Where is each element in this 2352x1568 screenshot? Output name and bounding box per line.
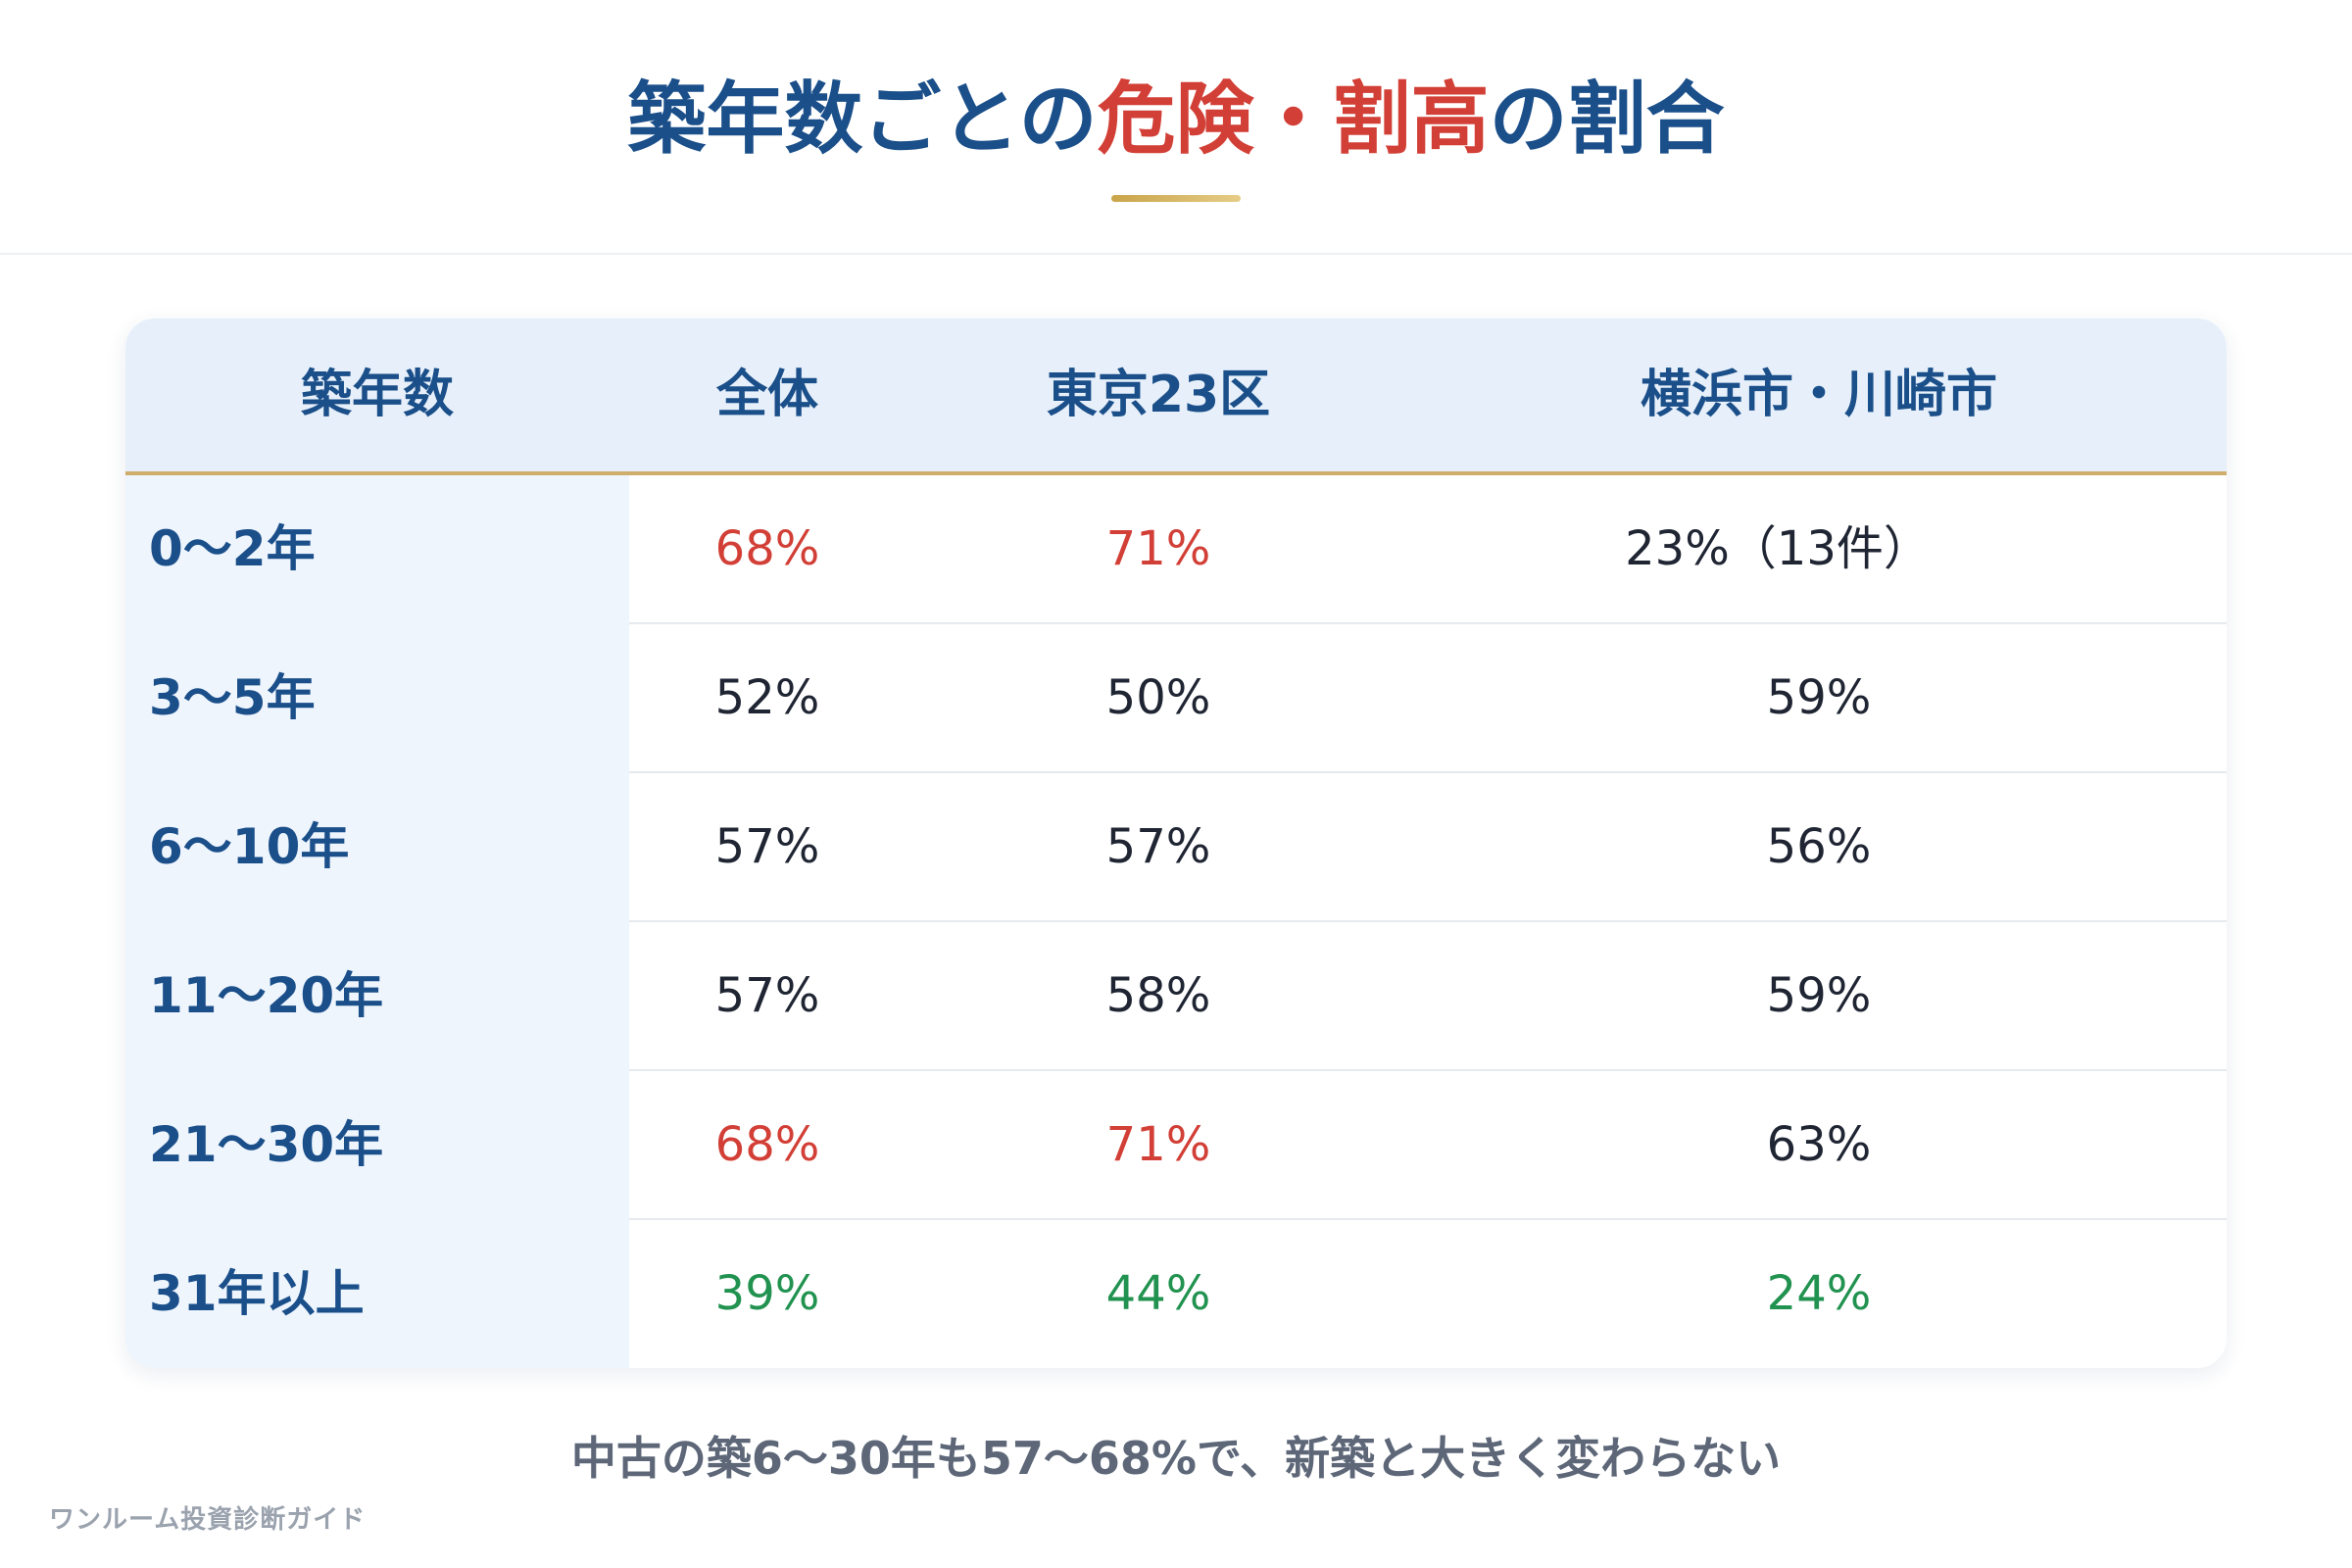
- table-cell: 58%: [1105, 968, 1211, 1023]
- title-underline: [1111, 195, 1241, 202]
- title-part-end: の割合: [1489, 74, 1725, 165]
- table-cell: 39%: [714, 1266, 820, 1321]
- row-label: 21〜30年: [149, 1116, 384, 1173]
- table-cell: 24%: [1766, 1266, 1872, 1321]
- brand-label: ワンルーム投資診断ガイド: [49, 1505, 367, 1535]
- table-cell: 57%: [714, 819, 820, 874]
- data-table: 築年数 全体 東京23区 横浜市・川崎市 0〜2年 68% 71% 23%（13…: [125, 318, 2227, 1368]
- table-cell: 59%: [1766, 968, 1872, 1023]
- table-cell: 56%: [1766, 819, 1872, 874]
- table-row: 31年以上 39% 44% 24%: [125, 1220, 2227, 1368]
- table-cell: 50%: [1105, 670, 1211, 725]
- row-label-cell: [125, 773, 629, 922]
- table-row: 0〜2年 68% 71% 23%（13件）: [125, 475, 2227, 624]
- table-row: 21〜30年 68% 71% 63%: [125, 1071, 2227, 1220]
- row-label-cell: [125, 1071, 629, 1220]
- table-header: 築年数 全体 東京23区 横浜市・川崎市: [125, 318, 2227, 475]
- row-label: 31年以上: [149, 1265, 365, 1322]
- table-cell: 44%: [1105, 1266, 1211, 1321]
- table-cell: 71%: [1105, 1117, 1211, 1172]
- table-cell: 57%: [714, 968, 820, 1023]
- column-header: 横浜市・川崎市: [1640, 366, 1997, 424]
- table-cell: 23%（13件）: [1625, 521, 1931, 576]
- column-header: 東京23区: [1046, 366, 1271, 424]
- table-cell: 57%: [1105, 819, 1211, 874]
- title-area: 築年数ごとの危険・割高の割合: [0, 0, 2352, 255]
- table-cell: 59%: [1766, 670, 1872, 725]
- title-part-dot: ・: [1253, 74, 1333, 165]
- row-label-cell: [125, 1220, 629, 1368]
- row-label-cell: [125, 624, 629, 773]
- table-cell: 71%: [1105, 521, 1211, 576]
- row-label: 0〜2年: [149, 520, 316, 577]
- table-row: 11〜20年 57% 58% 59%: [125, 922, 2227, 1071]
- table-cell: 68%: [714, 1117, 820, 1172]
- row-label: 3〜5年: [149, 669, 316, 726]
- table-row: 3〜5年 52% 50% 59%: [125, 624, 2227, 773]
- table-cell: 63%: [1766, 1117, 1872, 1172]
- table-row: 6〜10年 57% 57% 56%: [125, 773, 2227, 922]
- page-title: 築年数ごとの危険・割高の割合: [0, 61, 2352, 178]
- row-label: 11〜20年: [149, 967, 384, 1024]
- column-header: 全体: [715, 366, 818, 424]
- row-label-cell: [125, 922, 629, 1071]
- row-label: 6〜10年: [149, 818, 350, 875]
- row-label-cell: [125, 475, 629, 624]
- title-part-risk: 危険: [1097, 74, 1254, 165]
- table-cell: 68%: [714, 521, 820, 576]
- title-part-expensive: 割高: [1332, 74, 1490, 165]
- title-part-1: 築年数ごとの: [627, 74, 1098, 165]
- footnote: 中古の築6〜30年も57〜68%で、新築と大きく変わらない: [570, 1432, 1782, 1485]
- table-cell: 52%: [714, 670, 820, 725]
- column-header: 築年数: [300, 366, 454, 424]
